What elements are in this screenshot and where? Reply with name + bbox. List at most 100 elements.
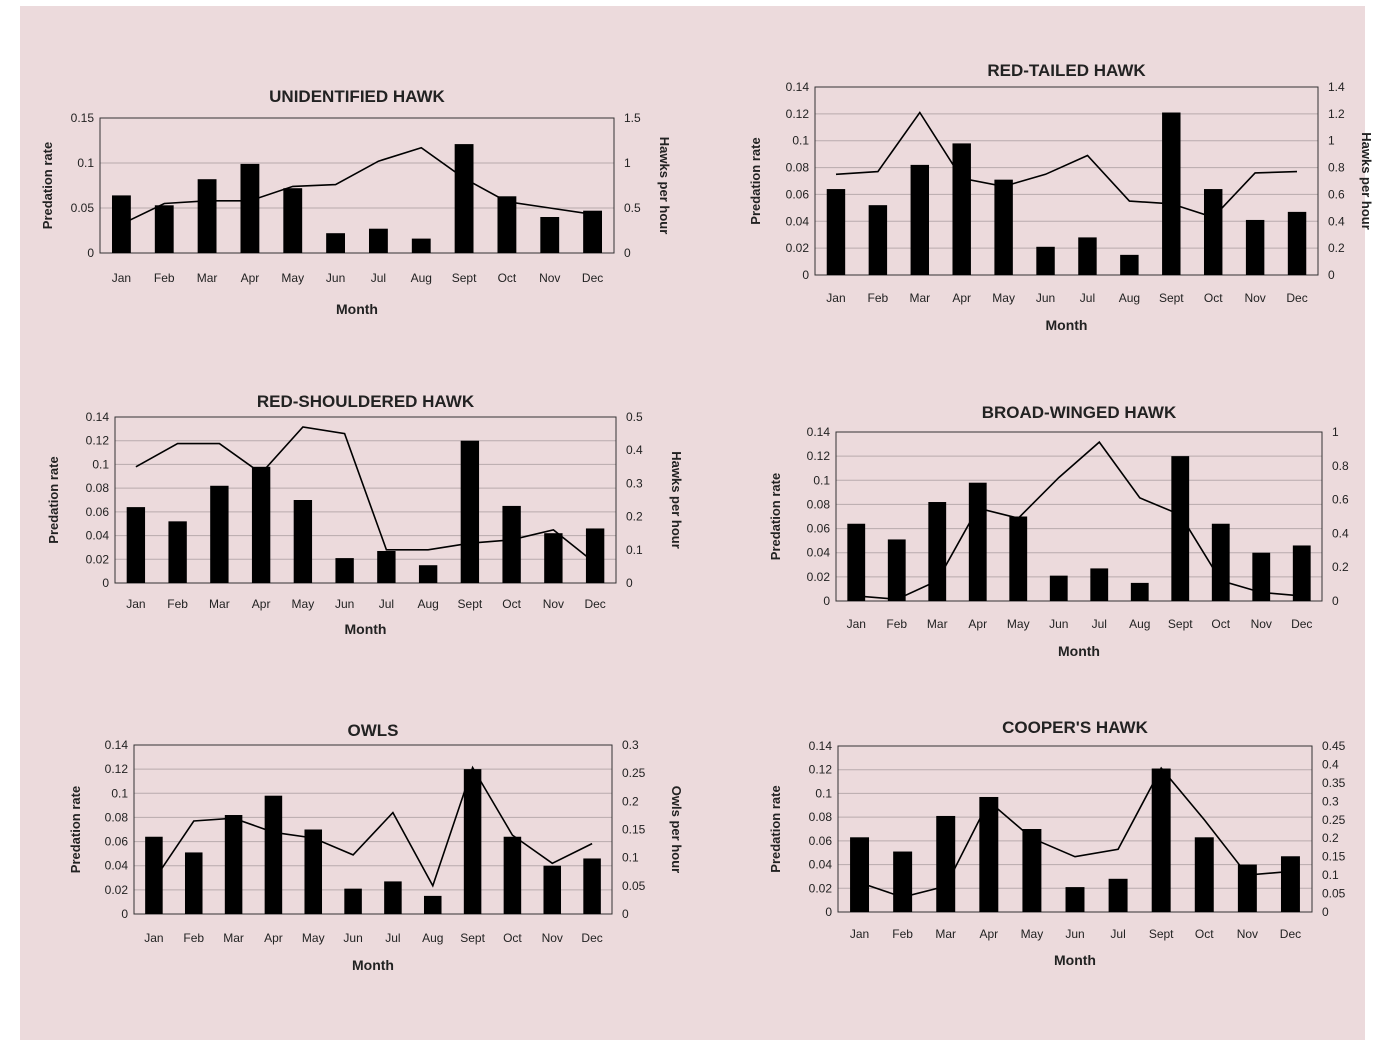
x-axis-title: Month	[336, 301, 378, 317]
line-series	[153, 765, 593, 888]
plot-frame	[835, 431, 1323, 602]
x-tick-label: Aug	[417, 597, 438, 611]
bar	[1237, 864, 1257, 912]
x-tick-label: Aug	[411, 271, 432, 285]
bar	[126, 507, 146, 583]
bar	[304, 829, 323, 914]
y2-tick-label: 0.5	[624, 201, 641, 215]
x-tick-label: Mar	[223, 931, 244, 945]
y2-tick-label: 0.3	[1322, 794, 1339, 808]
y2-tick-label: 0.2	[622, 794, 639, 808]
bar	[1162, 112, 1181, 275]
chart-1: 0 0.02 0.04 0.06 0.08 0.1 0.12 0.14 0 0.2 0.4 0.6 0.…	[748, 61, 1374, 333]
x-tick-label: Jul	[385, 931, 400, 945]
x-tick-label: Jul	[379, 597, 394, 611]
y-tick-label: 0.08	[86, 481, 110, 495]
y-tick-label: 0.04	[86, 529, 110, 543]
chart-title: COOPER'S HAWK	[1002, 718, 1148, 737]
y-tick-label: 0.14	[786, 80, 810, 94]
bar	[1151, 768, 1171, 912]
bar	[503, 836, 522, 914]
x-tick-label: Nov	[1244, 291, 1265, 305]
y2-tick-label: 0.05	[1322, 887, 1346, 901]
bar	[1211, 523, 1230, 601]
bar	[335, 558, 354, 583]
y-tick-label: 0.02	[786, 241, 810, 255]
bar	[145, 836, 163, 914]
plot-frame	[114, 416, 617, 584]
x-tick-label: Mar	[909, 291, 930, 305]
y2-tick-label: 0	[626, 576, 633, 590]
bar	[1194, 837, 1214, 912]
bar	[210, 485, 229, 583]
x-tick-label: Dec	[581, 931, 602, 945]
y-axis-title: Predation rate	[40, 142, 55, 229]
y2-tick-label: 0	[622, 907, 629, 921]
bar	[251, 466, 271, 583]
y2-tick-label: 0.6	[1332, 493, 1349, 507]
bar	[1287, 211, 1307, 275]
x-tick-label: May	[1007, 617, 1030, 631]
bar	[1022, 829, 1042, 912]
y-tick-label: 0.14	[86, 410, 110, 424]
x-tick-label: Dec	[584, 597, 605, 611]
line-series	[859, 766, 1291, 899]
chart-title: UNIDENTIFIED HAWK	[269, 87, 445, 106]
x-tick-label: Dec	[1291, 617, 1312, 631]
x-axis-title: Month	[345, 621, 387, 637]
bar	[184, 852, 203, 914]
bar	[544, 533, 563, 583]
y2-axis-title: Hawks per hour	[657, 137, 672, 235]
y-tick-label: 0	[823, 594, 830, 608]
bar	[326, 233, 346, 253]
bar	[1108, 878, 1128, 912]
chart-2: 0 0.02 0.04 0.06 0.08 0.1 0.12 0.14 0 0.1 0.2 0.3 0.…	[46, 392, 684, 637]
bar	[454, 144, 474, 253]
y-tick-label: 0.06	[86, 505, 110, 519]
bar	[1090, 568, 1109, 601]
bar	[1120, 254, 1139, 275]
y-tick-label: 0.02	[809, 881, 833, 895]
y-axis-title: Predation rate	[68, 786, 83, 873]
x-tick-label: May	[281, 271, 304, 285]
bar	[168, 521, 187, 583]
bar	[368, 228, 388, 253]
bar	[1049, 575, 1068, 601]
chart-3: 0 0.02 0.04 0.06 0.08 0.1 0.12 0.14 0 0.2 0.4 0.6 0.…	[768, 403, 1349, 659]
plot-frame	[133, 744, 613, 915]
x-tick-label: Apr	[968, 617, 987, 631]
bar	[1252, 552, 1271, 601]
x-axis-title: Month	[1058, 643, 1100, 659]
y2-axis-title: Hawks per hour	[669, 451, 684, 549]
y-tick-label: 0.05	[71, 201, 95, 215]
y-tick-label: 0.14	[807, 425, 831, 439]
x-tick-label: Oct	[1204, 291, 1223, 305]
bar	[264, 795, 283, 914]
line-series	[121, 146, 593, 225]
x-tick-label: Apr	[264, 931, 283, 945]
y-tick-label: 0	[121, 907, 128, 921]
x-tick-label: Oct	[1211, 617, 1230, 631]
x-tick-label: Jun	[343, 931, 362, 945]
y2-tick-label: 0.4	[1328, 214, 1345, 228]
y-tick-label: 0.08	[807, 497, 831, 511]
x-tick-label: Oct	[502, 597, 521, 611]
y2-tick-label: 0.4	[1332, 526, 1349, 540]
x-tick-label: Jan	[126, 597, 145, 611]
y2-tick-label: 0.2	[626, 510, 643, 524]
y-axis-title: Predation rate	[46, 456, 61, 543]
y2-tick-label: 0.6	[1328, 187, 1345, 201]
x-tick-label: Jul	[371, 271, 386, 285]
bar	[936, 815, 956, 912]
y2-tick-label: 0.25	[1322, 813, 1346, 827]
bar	[887, 539, 906, 601]
x-tick-label: Dec	[1286, 291, 1307, 305]
y2-tick-label: 0.2	[1322, 831, 1339, 845]
y-tick-label: 0.04	[807, 546, 831, 560]
y2-tick-label: 1	[1332, 425, 1339, 439]
y-tick-label: 0	[87, 246, 94, 260]
bar	[293, 500, 313, 583]
x-tick-label: Jul	[1092, 617, 1107, 631]
x-tick-label: Feb	[154, 271, 175, 285]
x-tick-label: Jan	[144, 931, 163, 945]
